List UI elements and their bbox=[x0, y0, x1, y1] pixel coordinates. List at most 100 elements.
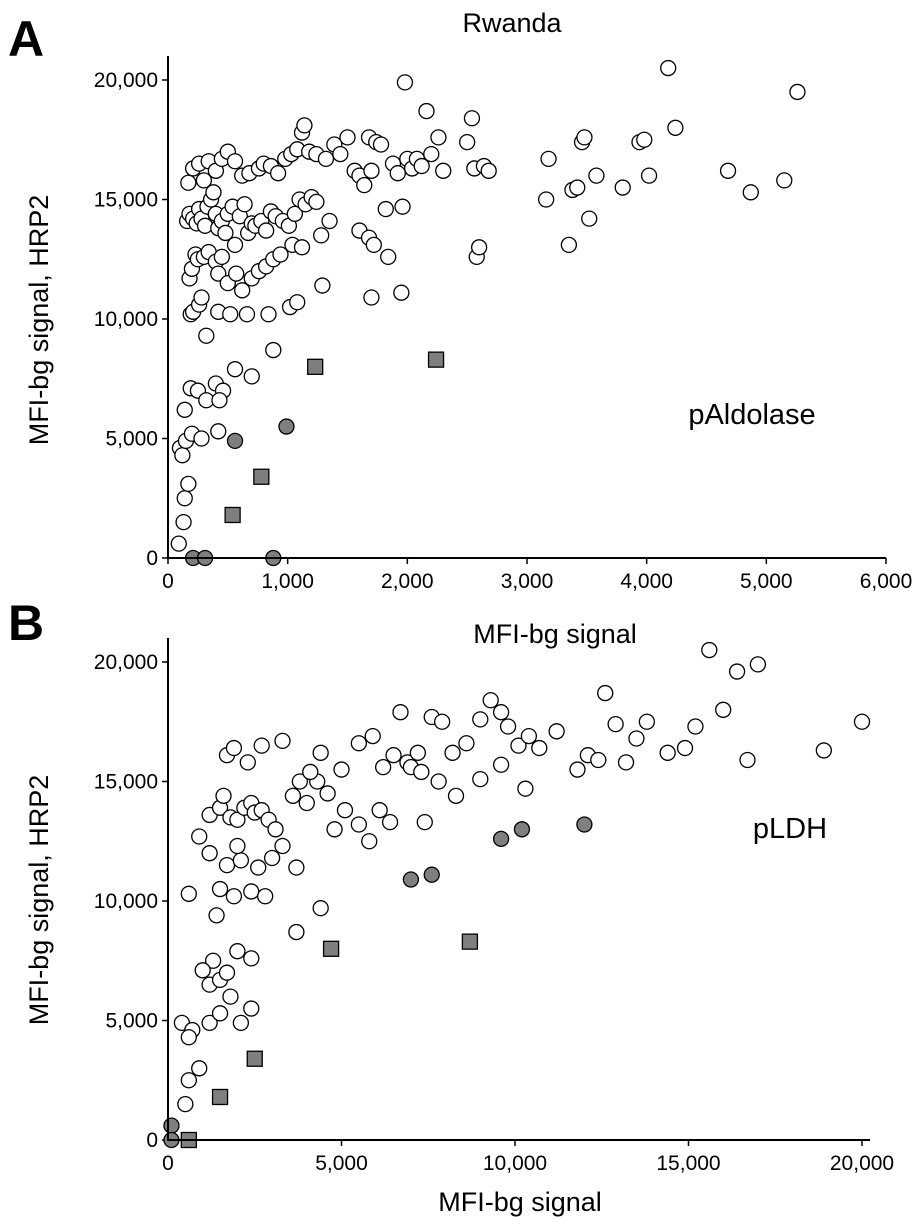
data-point-open-circle bbox=[253, 737, 270, 754]
data-point-filled-circle bbox=[226, 432, 244, 450]
data-point-open-circle bbox=[361, 833, 378, 850]
data-point-open-circle bbox=[363, 289, 380, 306]
data-point-open-circle bbox=[180, 475, 197, 493]
data-point-open-circle bbox=[257, 888, 274, 905]
data-point-open-circle bbox=[742, 184, 759, 201]
data-point-open-circle bbox=[560, 236, 578, 254]
data-point-open-circle bbox=[510, 737, 527, 754]
data-point-open-circle bbox=[226, 153, 244, 170]
data-point-open-circle bbox=[372, 136, 390, 153]
data-point-open-circle bbox=[260, 306, 277, 323]
data-point-open-circle bbox=[409, 744, 426, 761]
data-point-open-circle bbox=[296, 117, 313, 134]
data-point-open-circle bbox=[312, 900, 329, 917]
panel-a-x-tick-label: 5,000 bbox=[740, 570, 793, 593]
data-point-open-circle bbox=[226, 361, 244, 378]
data-point-filled-circle bbox=[278, 418, 295, 435]
data-point-open-circle bbox=[229, 943, 246, 960]
data-point-open-circle bbox=[272, 246, 289, 263]
panel-a-y-tick-label: 10,000 bbox=[94, 308, 158, 331]
panel-a-x-tick-label: 2,000 bbox=[381, 570, 434, 593]
data-point-open-circle bbox=[614, 179, 631, 196]
data-point-open-circle bbox=[211, 392, 228, 409]
data-point-open-circle bbox=[628, 730, 645, 747]
data-point-open-circle bbox=[789, 83, 806, 101]
data-point-open-circle bbox=[232, 852, 250, 869]
panel-a-x-tick-label: 6,000 bbox=[860, 570, 913, 593]
data-point-open-circle bbox=[458, 735, 475, 752]
panel-b-x-tick-label: 20,000 bbox=[830, 1152, 894, 1175]
data-point-square bbox=[307, 358, 324, 375]
panel-a-x-tick-label: 4,000 bbox=[620, 570, 673, 593]
data-point-open-circle bbox=[213, 248, 231, 266]
data-point-open-circle bbox=[293, 239, 311, 256]
data-point-open-circle bbox=[208, 907, 225, 924]
data-point-open-circle bbox=[222, 988, 239, 1005]
data-point-open-circle bbox=[459, 133, 476, 151]
data-point-open-circle bbox=[204, 952, 222, 969]
data-point-open-circle bbox=[267, 821, 284, 838]
data-point-open-circle bbox=[314, 277, 331, 294]
data-point-open-circle bbox=[749, 656, 767, 673]
data-point-filled-circle bbox=[423, 866, 440, 883]
data-point-square bbox=[211, 1088, 229, 1106]
data-point-open-circle bbox=[286, 205, 303, 222]
data-point-open-circle bbox=[215, 787, 232, 804]
data-point-open-circle bbox=[640, 167, 658, 184]
data-point-open-circle bbox=[492, 756, 510, 773]
panel-a-ticks: 0 1,000 2,000 3,000 4,000 5,000 6,000 0 5,000 10,… bbox=[94, 69, 913, 593]
data-point-open-circle bbox=[482, 692, 499, 709]
data-point-open-circle bbox=[291, 773, 309, 790]
data-point-open-circle bbox=[269, 165, 287, 182]
data-point-open-circle bbox=[531, 739, 548, 757]
data-point-open-circle bbox=[776, 172, 793, 189]
data-point-open-circle bbox=[638, 713, 656, 730]
data-point-open-circle bbox=[195, 172, 213, 189]
data-point-open-circle bbox=[226, 236, 244, 254]
data-point-open-circle bbox=[274, 837, 291, 855]
data-point-open-circle bbox=[676, 739, 694, 757]
data-point-open-circle bbox=[336, 802, 354, 819]
data-point-open-circle bbox=[243, 950, 260, 967]
data-point-open-circle bbox=[396, 74, 414, 91]
data-point-open-circle bbox=[687, 718, 704, 735]
panel-a: A Rwanda pAldolase MFI-bg signal MFI-bg … bbox=[8, 8, 912, 649]
data-point-open-circle bbox=[581, 210, 598, 227]
panel-b-y-axis-label: MFI-bg signal, HRP2 bbox=[24, 775, 54, 1026]
data-point-open-circle bbox=[180, 174, 197, 191]
data-point-open-circle bbox=[392, 704, 409, 721]
panel-b-x-tick-label: 0 bbox=[162, 1152, 174, 1175]
data-point-open-circle bbox=[350, 816, 368, 833]
data-point-open-circle bbox=[238, 306, 256, 323]
panel-b-y-tick-label: 20,000 bbox=[94, 651, 158, 674]
data-point-open-circle bbox=[321, 212, 338, 230]
panel-b-y-tick-label: 10,000 bbox=[94, 890, 158, 913]
data-point-open-circle bbox=[210, 265, 227, 282]
data-point-open-circle bbox=[225, 739, 243, 757]
data-point-open-circle bbox=[302, 763, 319, 781]
panel-b-y-tick-label: 0 bbox=[146, 1129, 158, 1152]
data-point-open-circle bbox=[177, 1096, 194, 1113]
data-point-open-circle bbox=[540, 150, 557, 168]
data-point-open-circle bbox=[170, 535, 187, 552]
data-point-open-circle bbox=[472, 711, 489, 728]
data-point-open-circle bbox=[263, 849, 281, 867]
data-point-open-circle bbox=[433, 713, 451, 730]
data-point-open-circle bbox=[288, 923, 305, 941]
data-point-filled-circle bbox=[513, 821, 531, 838]
data-point-open-circle bbox=[211, 1005, 229, 1022]
data-point-open-circle bbox=[350, 735, 368, 752]
data-point-open-circle bbox=[435, 162, 452, 179]
panel-a-title: Rwanda bbox=[462, 8, 562, 38]
panel-a-x-tick-label: 1,000 bbox=[261, 570, 314, 593]
panel-a-annotation: pAldolase bbox=[688, 399, 815, 431]
data-point-open-circle bbox=[728, 663, 746, 680]
data-point-open-circle bbox=[393, 284, 410, 301]
panel-a-points bbox=[170, 59, 806, 567]
data-point-open-circle bbox=[326, 821, 343, 838]
data-point-square bbox=[322, 940, 340, 957]
panel-b-letter: B bbox=[8, 595, 44, 651]
data-point-open-circle bbox=[289, 294, 306, 311]
data-point-square bbox=[253, 468, 270, 485]
